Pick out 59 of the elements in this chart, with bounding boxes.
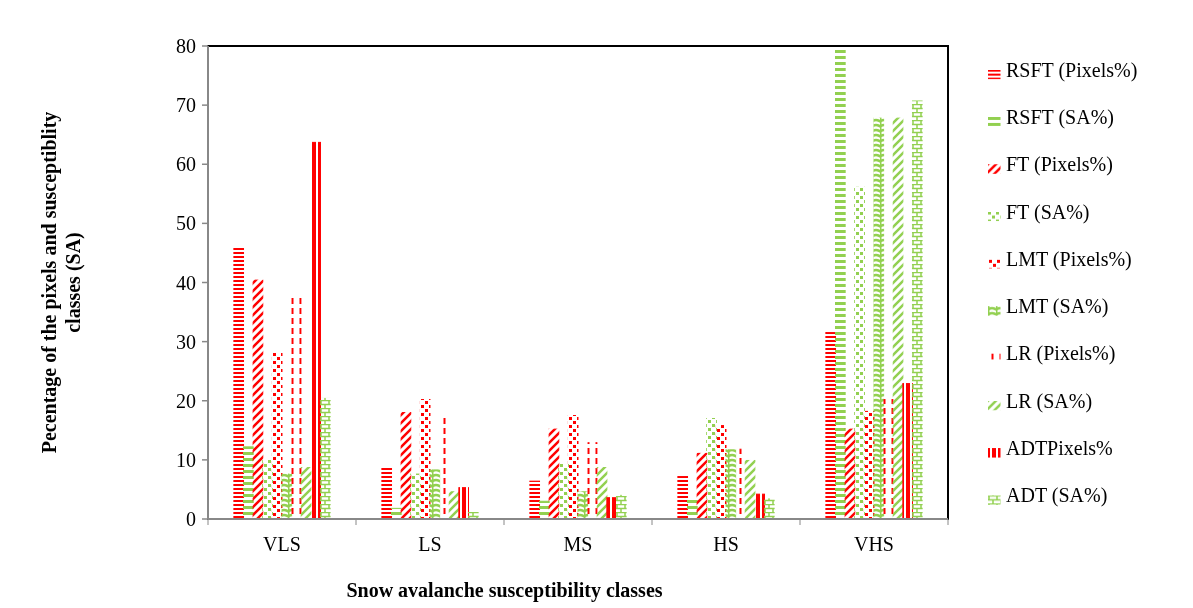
bar bbox=[677, 475, 689, 520]
bar bbox=[233, 246, 245, 520]
bar bbox=[319, 397, 331, 520]
bar bbox=[825, 331, 837, 520]
y-tick-label: 70 bbox=[176, 94, 196, 117]
bar bbox=[419, 399, 431, 520]
bar bbox=[911, 100, 923, 520]
legend-label: LMT (SA%) bbox=[1006, 295, 1109, 319]
y-tick-label: 0 bbox=[186, 508, 196, 530]
y-tick-label: 80 bbox=[176, 35, 196, 57]
y-tick-label: 10 bbox=[176, 448, 196, 471]
x-tick-label: VLS bbox=[263, 533, 301, 555]
bar bbox=[615, 494, 627, 520]
bar bbox=[892, 117, 904, 520]
bar bbox=[310, 141, 321, 520]
x-tick-label: VHS bbox=[853, 533, 895, 555]
y-tick-label: 60 bbox=[176, 153, 196, 176]
bar bbox=[844, 428, 856, 520]
bar bbox=[696, 452, 708, 520]
legend-label: LMT (Pixels%) bbox=[1006, 247, 1132, 271]
bar bbox=[262, 459, 273, 520]
y-tick-label: 20 bbox=[176, 389, 196, 412]
y-axis-title: Pecentage of the pixels and susceptiblity classes (SA) bbox=[38, 111, 85, 454]
bar bbox=[271, 352, 283, 520]
bar bbox=[873, 117, 885, 520]
legend-label: ADTPixels% bbox=[1006, 437, 1113, 460]
bar bbox=[854, 186, 865, 520]
bar bbox=[252, 279, 264, 520]
bar bbox=[529, 480, 541, 520]
legend-label: LR (SA%) bbox=[1006, 389, 1093, 413]
legend-label: LR (Pixels%) bbox=[1006, 342, 1116, 366]
x-tick-label: HS bbox=[713, 533, 739, 555]
legend-label: FT (SA%) bbox=[1006, 200, 1090, 224]
bar bbox=[410, 473, 421, 520]
bar bbox=[577, 491, 589, 520]
y-tick-label: 40 bbox=[176, 271, 196, 294]
bar bbox=[400, 412, 412, 520]
bar bbox=[725, 449, 737, 520]
legend-label: RSFT (SA%) bbox=[1006, 105, 1114, 129]
bar bbox=[567, 415, 579, 520]
y-tick-label: 50 bbox=[176, 212, 196, 235]
legend-label: RSFT (Pixels%) bbox=[1006, 58, 1138, 82]
bar bbox=[706, 417, 717, 520]
legend-label: FT (Pixels%) bbox=[1006, 153, 1113, 177]
bar bbox=[548, 428, 560, 520]
bar bbox=[744, 459, 756, 520]
bar bbox=[429, 469, 441, 520]
bar bbox=[596, 467, 608, 520]
bar bbox=[381, 467, 393, 520]
bar bbox=[763, 498, 775, 520]
bar bbox=[458, 487, 469, 520]
x-axis-title: Snow avalanche susceptibility classes bbox=[346, 579, 663, 602]
y-tick-label: 30 bbox=[176, 330, 196, 353]
bar bbox=[558, 463, 569, 520]
x-tick-label: LS bbox=[418, 533, 442, 555]
bar bbox=[281, 473, 293, 520]
x-tick-label: MS bbox=[563, 533, 593, 555]
bar bbox=[902, 383, 913, 520]
legend-label: ADT (SA%) bbox=[1006, 484, 1108, 508]
